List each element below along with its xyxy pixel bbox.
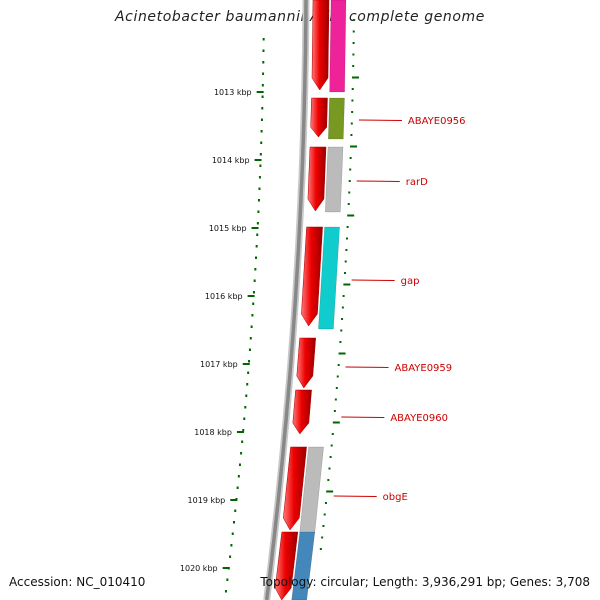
gene-label: gap	[401, 276, 420, 287]
gene-label: ABAYE0959	[395, 363, 453, 374]
cog-block	[299, 446, 324, 534]
gene-leader-line	[333, 495, 377, 497]
map-title: Acinetobacter baumannii AYE, complete ge…	[114, 9, 485, 25]
accession-label: Accession: NC_010410	[9, 575, 146, 589]
gene-arrow	[307, 146, 327, 212]
gene-arrow	[310, 97, 328, 138]
kbp-label: 1014 kbp	[212, 156, 250, 165]
gene-leader-line	[351, 279, 395, 281]
gene-label-layer: ABAYE0956 rarD gap ABAYE0959 ABAYE0960 obgE	[333, 116, 466, 503]
cog-block	[329, 0, 347, 93]
gene-leader-line	[356, 180, 400, 182]
gene-label: ABAYE0960	[390, 413, 448, 424]
kbp-label: 1017 kbp	[200, 360, 238, 369]
kbp-label: 1013 kbp	[214, 88, 252, 97]
kbp-label: 1016 kbp	[205, 292, 243, 301]
kbp-label: 1019 kbp	[188, 496, 226, 505]
gene-arrow	[311, 0, 330, 91]
gene-arrow	[274, 531, 299, 600]
kbp-label: 1020 kbp	[180, 564, 218, 573]
genome-backbone	[263, 0, 310, 600]
kbp-label: 1015 kbp	[209, 224, 247, 233]
gene-leader-line	[345, 366, 389, 368]
gene-arrow	[283, 446, 307, 531]
outer-dotted-ring	[319, 19, 359, 550]
backbone-line	[264, 0, 308, 600]
gene-label: rarD	[406, 177, 428, 188]
cog-block	[325, 146, 344, 213]
gene-arrow	[292, 389, 312, 435]
gene-arrow	[301, 226, 323, 327]
cog-track	[291, 0, 347, 600]
cog-block	[291, 531, 316, 600]
position-axis: 1013 kbp 1014 kbp 1015 kbp 1016 kbp 1017 kbp…	[180, 38, 265, 593]
genome-summary: Topology: circular; Length: 3,936,291 bp…	[260, 575, 590, 589]
gene-label: obgE	[383, 492, 408, 503]
cog-block	[318, 226, 340, 330]
gene-arrow-track	[274, 0, 330, 600]
gene-label: ABAYE0956	[408, 116, 466, 127]
cog-block	[328, 97, 345, 140]
kbp-label: 1018 kbp	[194, 428, 232, 437]
gene-leader-line	[358, 119, 402, 121]
gene-arrow	[296, 337, 316, 389]
gene-leader-line	[341, 416, 385, 418]
